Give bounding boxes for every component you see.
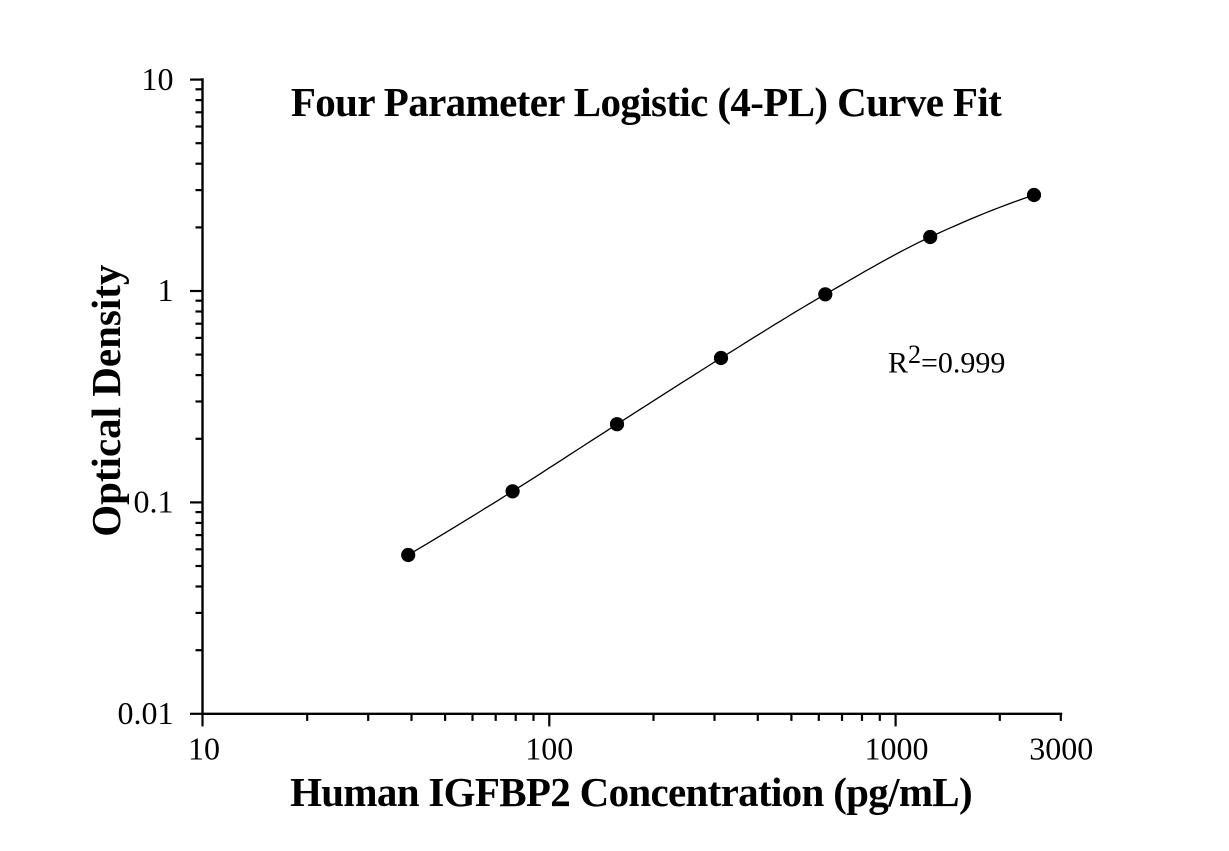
svg-text:100: 100 (525, 731, 573, 767)
svg-text:10: 10 (142, 61, 174, 97)
svg-text:Optical Density: Optical Density (83, 264, 129, 537)
svg-text:R2=0.999: R2=0.999 (888, 340, 1005, 380)
svg-text:Four Parameter Logistic (4-PL): Four Parameter Logistic (4-PL) Curve Fit (291, 79, 1002, 125)
svg-text:3000: 3000 (1029, 731, 1093, 767)
svg-text:10: 10 (188, 731, 220, 767)
svg-text:1000: 1000 (865, 731, 929, 767)
svg-text:1: 1 (158, 272, 174, 308)
svg-text:Human IGFBP2 Concentration (pg: Human IGFBP2 Concentration (pg/mL) (290, 769, 972, 815)
svg-text:0.1: 0.1 (134, 484, 174, 520)
svg-text:0.01: 0.01 (118, 695, 174, 731)
